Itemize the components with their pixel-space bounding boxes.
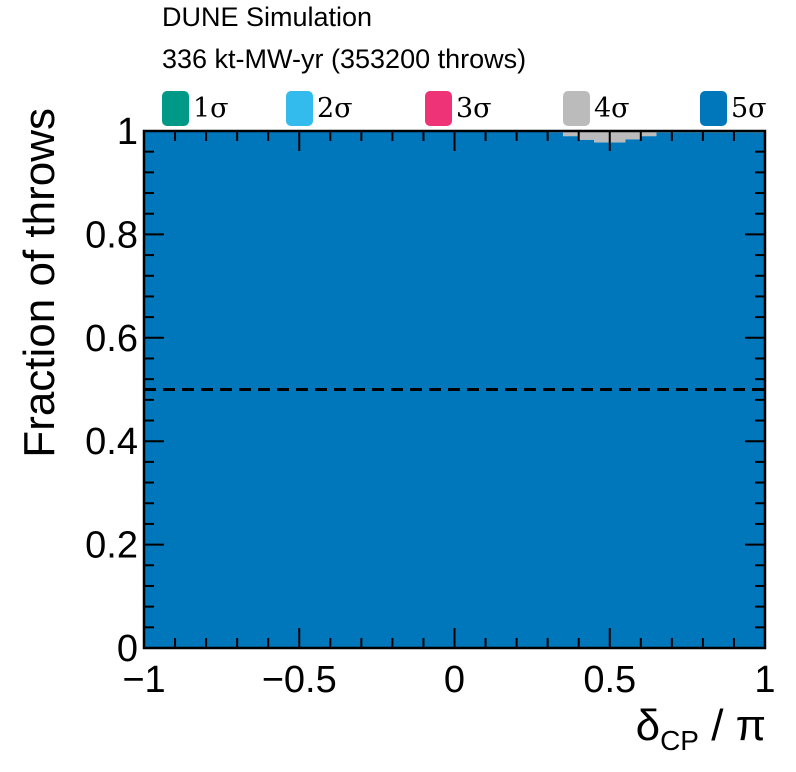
- y-tick-label: 0.8: [85, 214, 138, 256]
- y-tick-label: 1: [117, 111, 138, 153]
- legend-item-1sigma: 1σ: [162, 90, 229, 126]
- x-tick-labels: −1 −0.5 0 0.5 1: [122, 659, 775, 701]
- y-tick-label: 0: [117, 628, 138, 670]
- legend-item-2sigma: 2σ: [286, 90, 353, 126]
- legend-label: 3σ: [456, 92, 492, 124]
- y-tick-label: 0.4: [85, 421, 138, 463]
- x-axis-title-main: δ: [636, 701, 661, 750]
- chart-header-experiment: DUNE Simulation: [162, 2, 373, 32]
- legend-label: 4σ: [594, 92, 630, 124]
- x-axis-title-suffix: / π: [699, 701, 766, 750]
- x-axis-title: δCP / π: [636, 701, 766, 756]
- x-tick-label: 0.5: [583, 659, 636, 701]
- legend-label: 1σ: [193, 92, 229, 124]
- axis-ticks: [143, 130, 766, 649]
- y-axis-title: Fraction of throws: [15, 108, 64, 458]
- legend-item-4sigma: 4σ: [563, 90, 630, 126]
- y-tick-label: 0.2: [85, 525, 138, 567]
- legend-swatch: [700, 90, 727, 126]
- x-tick-label: 1: [754, 659, 775, 701]
- x-tick-label: −0.5: [262, 659, 337, 701]
- x-axis-title-subscript: CP: [660, 725, 699, 756]
- legend-swatch: [286, 90, 313, 126]
- y-tick-labels: 0 0.2 0.4 0.6 0.8 1: [85, 111, 138, 670]
- chart-header-exposure: 336 kt-MW-yr (353200 throws): [162, 44, 527, 74]
- legend-swatch: [425, 90, 452, 126]
- legend-swatch: [162, 90, 189, 126]
- legend-swatch: [563, 90, 590, 126]
- legend-label: 5σ: [731, 92, 767, 124]
- x-tick-label: −1: [122, 659, 165, 701]
- legend-item-5sigma: 5σ: [700, 90, 767, 126]
- x-tick-label: 0: [444, 659, 465, 701]
- legend-label: 2σ: [317, 92, 353, 124]
- y-tick-label: 0.6: [85, 318, 138, 360]
- legend-item-3sigma: 3σ: [425, 90, 492, 126]
